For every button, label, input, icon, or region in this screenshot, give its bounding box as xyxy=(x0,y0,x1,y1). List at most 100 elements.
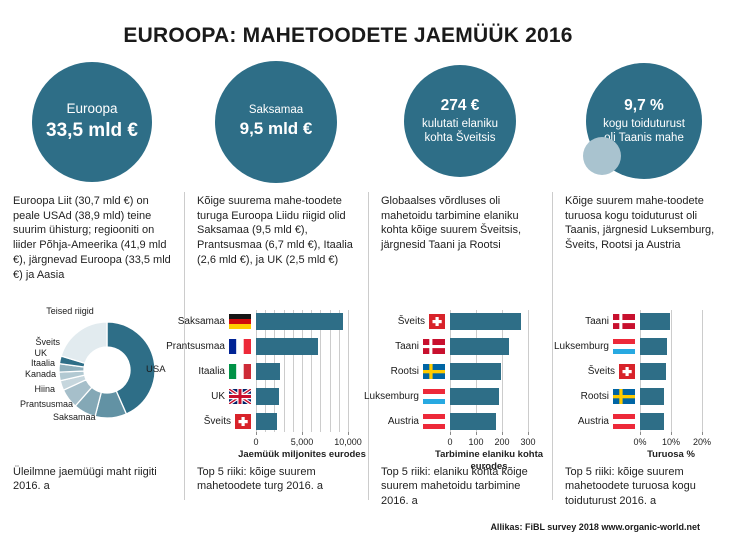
flag-ch-icon xyxy=(429,314,445,329)
bar-chart-market-share: Taani Luksemburg Šveits Rootsi Austria 0% 10% 2… xyxy=(552,300,736,465)
bar-rootsi xyxy=(640,388,665,405)
bar-row-label: Prantsusmaa xyxy=(166,334,251,359)
bar-category-label: Taani xyxy=(395,341,419,352)
bar-luksemburg xyxy=(640,338,667,355)
x-tick-mark xyxy=(256,432,257,435)
bar-row-label: Šveits xyxy=(184,409,251,434)
donut-label-saksamaa: Saksamaa xyxy=(53,412,96,422)
bar-row-label: Šveits xyxy=(552,359,635,384)
bar-itaalia xyxy=(256,363,280,380)
bar-row-label: Itaalia xyxy=(184,359,251,384)
gridline xyxy=(320,310,322,432)
bar-plot-area xyxy=(640,310,703,432)
stat-circle-text: 274 € xyxy=(440,96,480,114)
x-tick-mark xyxy=(528,432,529,435)
stat-circle-text: kulutati elaniku kohta Šveitsis xyxy=(421,117,499,145)
gridline xyxy=(671,310,672,432)
x-tick-label: 5,000 xyxy=(290,437,314,447)
flag-se-icon xyxy=(613,389,635,404)
bar-category-label: Saksamaa xyxy=(177,316,225,327)
bar-prantsusmaa xyxy=(256,338,318,355)
donut-label-šveits: Šveits xyxy=(35,337,60,347)
donut-label-itaalia: Itaalia xyxy=(30,358,55,368)
flag-se-icon xyxy=(423,364,445,379)
bar-austria xyxy=(450,413,497,430)
bar-row-label: Taani xyxy=(368,334,445,359)
flag-dk-icon xyxy=(423,339,445,354)
bar-row-label: Luksemburg xyxy=(552,334,635,359)
flag-fr-icon xyxy=(229,339,251,354)
stat-circle-denmark: 9,7 % kogu toiduturust oli Taanis mahe xyxy=(586,63,702,179)
bar-category-label: Šveits xyxy=(587,366,615,377)
stat-circle-text: 9,7 % xyxy=(624,96,664,114)
blurb-text: Kõige suurem mahe-toodete turuosa kogu t… xyxy=(565,195,715,252)
donut-label-teised-riigid: Teised riigid xyxy=(46,306,94,316)
x-tick-label: 300 xyxy=(520,437,536,447)
bar-category-label: Taani xyxy=(585,316,609,327)
flag-it-icon xyxy=(229,364,251,379)
column-europe-total: Euroopa 33,5 mld € Euroopa Liit (30,7 mld… xyxy=(0,60,184,552)
chart-caption: Top 5 riiki: kõige suurem mahetoodete tu… xyxy=(565,466,696,507)
decorative-circle xyxy=(583,137,621,175)
flag-ch-icon xyxy=(235,414,251,429)
x-tick-label: 0% xyxy=(633,437,647,447)
donut-svg xyxy=(58,321,156,419)
chart-caption: Top 5 riiki: kõige suurem mahetoodete tu… xyxy=(197,466,323,493)
bar-luksemburg xyxy=(450,388,499,405)
column-top-markets: Saksamaa 9,5 mld € Kõige suurema mahe-too… xyxy=(166,60,368,552)
flag-ch-icon xyxy=(619,364,635,379)
flag-ch-icon xyxy=(235,414,251,429)
flag-ch-icon xyxy=(429,314,445,329)
flag-lu-icon xyxy=(423,389,445,404)
stat-circle-europe: Euroopa 33,5 mld € xyxy=(32,62,152,182)
bar-category-label: Šveits xyxy=(397,316,425,327)
x-tick-label: 10% xyxy=(661,437,681,447)
x-axis-title: Turuosa % xyxy=(647,449,695,460)
gridline xyxy=(311,310,313,432)
gridline xyxy=(302,310,303,432)
source-credit: Allikas: FiBL survey 2018 www.organic-wo… xyxy=(490,522,700,532)
donut-label-kanada: Kanada xyxy=(24,369,56,379)
x-tick-label: 20% xyxy=(692,437,712,447)
bar-category-label: Rootsi xyxy=(390,366,419,377)
bar-šveits xyxy=(450,313,522,330)
flag-at-icon xyxy=(423,414,445,429)
flag-dk-icon xyxy=(423,339,445,354)
stat-circle-text: Saksamaa xyxy=(248,104,304,117)
donut-slice-usa xyxy=(106,321,156,415)
blurb-text: Globaalses võrdluses oli mahetoidu tarbi… xyxy=(381,195,522,252)
flag-dk-icon xyxy=(613,314,635,329)
blurb-text: Kõige suurema mahe-toodete turuga Euroop… xyxy=(197,195,353,266)
x-tick-mark xyxy=(671,432,672,435)
bar-rootsi xyxy=(450,363,502,380)
donut-slice-teised-riigid xyxy=(60,321,108,365)
bar-category-label: Luksemburg xyxy=(553,341,609,352)
flag-it-icon xyxy=(229,364,251,379)
stat-circle-text: kogu toiduturust oli Taanis mahe xyxy=(603,117,685,145)
bar-chart-per-capita: Šveits Taani Rootsi Luksemburg Austria 0 100 20… xyxy=(364,300,552,472)
gridline xyxy=(702,310,703,432)
flag-dk-icon xyxy=(613,314,635,329)
gridline xyxy=(502,310,503,432)
bar-saksamaa xyxy=(256,313,344,330)
donut-chart-world-retail: USA Saksamaa Prantsusmaa Hiina Kanada Itaalia… xyxy=(0,300,184,465)
gridline xyxy=(329,310,331,432)
bar-row-label: Rootsi xyxy=(552,384,635,409)
bar-category-label: Itaalia xyxy=(198,366,225,377)
gridline xyxy=(528,310,529,432)
bar-category-label: UK xyxy=(211,391,225,402)
bar-row-label: Austria xyxy=(552,409,635,434)
page-title: EUROOPA: MAHETOODETE JAEMÜÜK 2016 xyxy=(123,24,573,47)
stat-circle-text: Euroopa xyxy=(66,101,118,117)
bar-row-label: Luksemburg xyxy=(364,384,445,409)
bar-row-label: UK xyxy=(184,384,251,409)
bar-category-label: Šveits xyxy=(203,416,231,427)
x-tick-label: 0 xyxy=(253,437,259,447)
flag-at-icon xyxy=(613,414,635,429)
donut-label-uk: UK xyxy=(34,348,47,358)
flag-lu-icon xyxy=(613,339,635,354)
x-tick-mark xyxy=(302,432,303,435)
flag-de-icon xyxy=(229,314,251,329)
flag-de-icon xyxy=(229,314,251,329)
x-tick-label: 10,000 xyxy=(334,437,362,447)
